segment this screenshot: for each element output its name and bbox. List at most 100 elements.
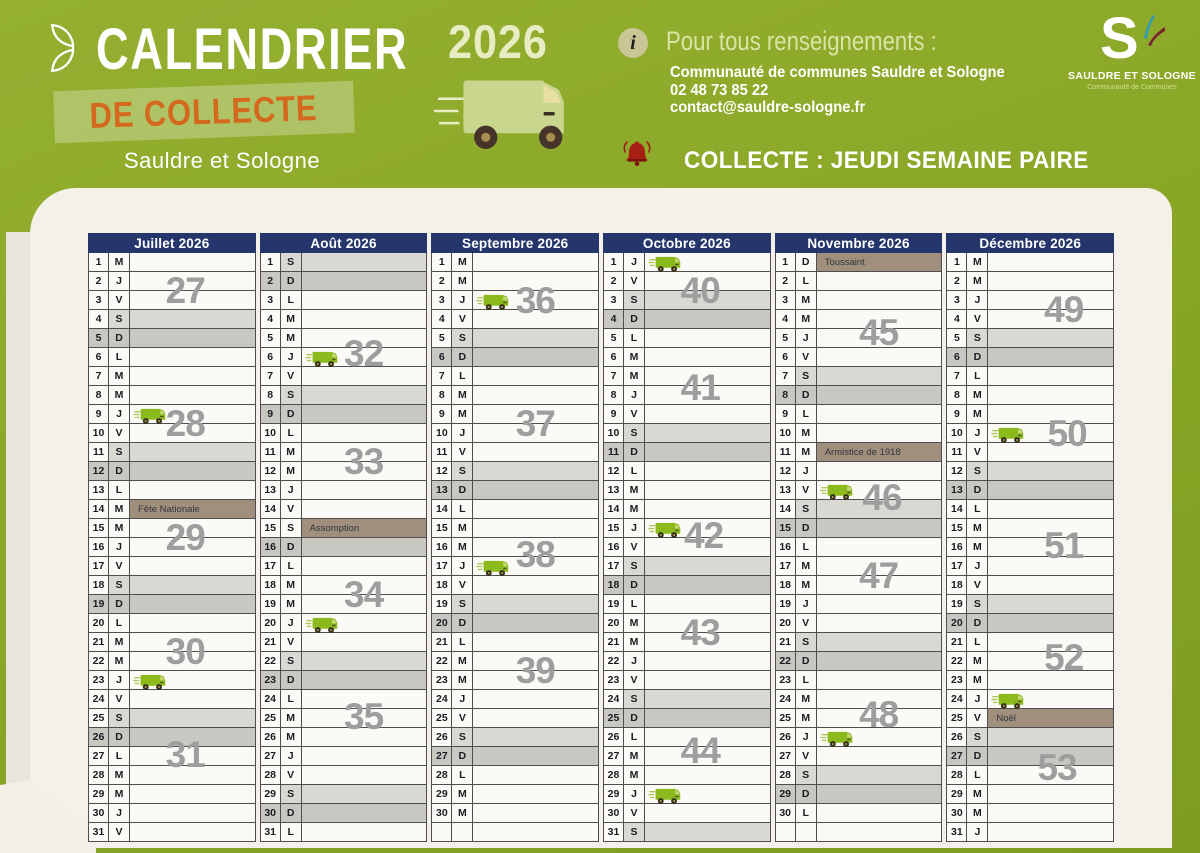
day-content bbox=[988, 424, 1115, 443]
day-row: 21 M bbox=[603, 633, 771, 652]
day-number: 21 bbox=[774, 633, 796, 652]
day-letter: M bbox=[967, 671, 989, 690]
day-letter: S bbox=[624, 823, 646, 842]
day-content bbox=[645, 576, 771, 595]
day-letter: L bbox=[452, 633, 474, 652]
day-letter: L bbox=[967, 500, 989, 519]
day-number: 14 bbox=[431, 500, 453, 519]
day-number: 19 bbox=[603, 595, 625, 614]
day-content bbox=[988, 747, 1115, 766]
day-letter: L bbox=[967, 633, 989, 652]
day-content bbox=[816, 633, 943, 652]
month-header: Juillet 2026 bbox=[88, 233, 256, 253]
day-number: 17 bbox=[774, 557, 796, 576]
day-content bbox=[645, 823, 771, 842]
day-number: 14 bbox=[946, 500, 968, 519]
day-content bbox=[816, 709, 943, 728]
day-content bbox=[645, 291, 771, 310]
day-letter: M bbox=[452, 671, 474, 690]
day-content bbox=[301, 462, 428, 481]
day-letter: J bbox=[967, 823, 989, 842]
day-number: 5 bbox=[431, 329, 453, 348]
day-number: 7 bbox=[259, 367, 281, 386]
logo-name: SAULDRE ET SOLOGNE bbox=[1068, 70, 1196, 82]
day-content bbox=[130, 785, 256, 804]
day-number: 31 bbox=[259, 823, 281, 842]
day-row: 14 M bbox=[603, 500, 771, 519]
day-number: 13 bbox=[603, 481, 625, 500]
day-letter: L bbox=[280, 424, 302, 443]
day-letter: M bbox=[624, 481, 646, 500]
day-number: 22 bbox=[88, 652, 109, 671]
day-content bbox=[988, 538, 1115, 557]
day-content bbox=[130, 690, 256, 709]
day-number: 15 bbox=[431, 519, 453, 538]
day-letter: D bbox=[967, 481, 989, 500]
day-letter: L bbox=[452, 766, 474, 785]
day-letter: L bbox=[795, 272, 817, 291]
day-letter: D bbox=[452, 747, 474, 766]
day-content bbox=[816, 690, 943, 709]
day-letter: L bbox=[795, 671, 817, 690]
day-letter: M bbox=[280, 310, 302, 329]
day-letter: M bbox=[452, 519, 474, 538]
day-row: 27 L bbox=[88, 747, 256, 766]
day-number: 23 bbox=[88, 671, 109, 690]
day-content bbox=[988, 443, 1115, 462]
day-letter: J bbox=[280, 747, 302, 766]
day-letter: M bbox=[452, 652, 474, 671]
day-content bbox=[988, 500, 1115, 519]
day-letter: J bbox=[624, 652, 646, 671]
day-content bbox=[301, 690, 428, 709]
day-letter: S bbox=[452, 329, 474, 348]
day-content bbox=[301, 291, 428, 310]
day-number: 6 bbox=[774, 348, 796, 367]
day-content bbox=[816, 614, 943, 633]
day-row: 20 J bbox=[259, 614, 428, 633]
day-content bbox=[988, 405, 1115, 424]
day-row: 12 S bbox=[946, 462, 1115, 481]
day-content bbox=[816, 367, 943, 386]
day-letter: M bbox=[967, 652, 989, 671]
day-content bbox=[816, 481, 943, 500]
region-name: Sauldre et Sologne bbox=[124, 148, 321, 173]
day-row: 20 M bbox=[603, 614, 771, 633]
day-number: 23 bbox=[946, 671, 968, 690]
day-letter: M bbox=[967, 272, 989, 291]
day-letter: L bbox=[280, 557, 302, 576]
day-number: 15 bbox=[774, 519, 796, 538]
day-letter: J bbox=[795, 329, 817, 348]
day-content bbox=[473, 671, 600, 690]
day-number: 5 bbox=[88, 329, 109, 348]
day-letter: D bbox=[280, 671, 302, 690]
day-letter: L bbox=[452, 367, 474, 386]
day-number: 6 bbox=[88, 348, 109, 367]
day-row: 14 M Fête Nationale bbox=[88, 500, 256, 519]
day-row: 15 M bbox=[946, 519, 1115, 538]
info-organisation: Communauté de communes Sauldre et Sologn… bbox=[670, 64, 1005, 81]
day-content bbox=[301, 272, 428, 291]
day-letter: S bbox=[280, 652, 302, 671]
month-column: Novembre 2026 1 D Toussaint 2 L 3 M 4 M 5 J 6 V 7 S 8 D 9 L… bbox=[774, 233, 943, 842]
day-content bbox=[816, 671, 943, 690]
day-content bbox=[473, 386, 600, 405]
day-letter: M bbox=[624, 500, 646, 519]
day-number: 21 bbox=[603, 633, 625, 652]
day-content bbox=[473, 310, 600, 329]
day-content bbox=[645, 443, 771, 462]
day-row: 13 L bbox=[88, 481, 256, 500]
day-letter: D bbox=[795, 519, 817, 538]
day-content bbox=[645, 253, 771, 272]
day-letter: J bbox=[624, 386, 646, 405]
day-content bbox=[645, 424, 771, 443]
day-letter: J bbox=[452, 424, 474, 443]
day-number: 31 bbox=[603, 823, 625, 842]
day-letter: D bbox=[967, 747, 989, 766]
day-number: 18 bbox=[431, 576, 453, 595]
day-letter: M bbox=[280, 576, 302, 595]
day-letter: S bbox=[452, 462, 474, 481]
